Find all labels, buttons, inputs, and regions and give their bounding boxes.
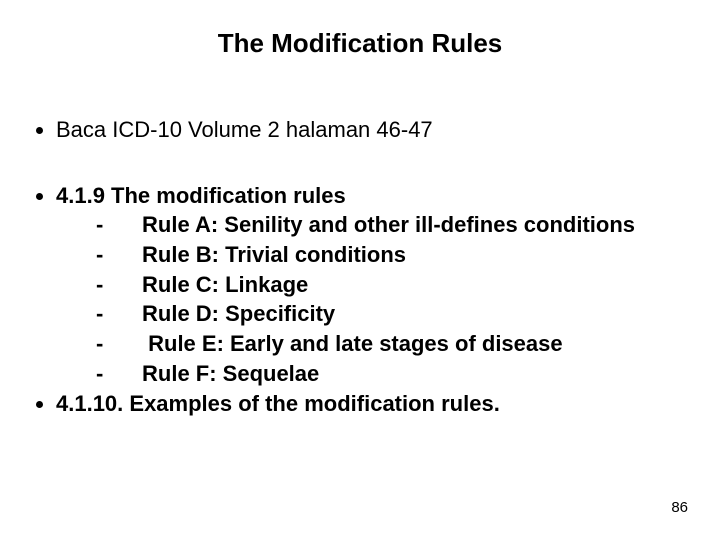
slide: The Modification Rules Baca ICD-10 Volum… — [0, 0, 720, 540]
rule-f-text: Rule F: Sequelae — [142, 361, 319, 386]
page-number: 86 — [671, 499, 688, 516]
bullet-list: Baca ICD-10 Volume 2 halaman 46-47 — [36, 115, 684, 145]
rule-e: - Rule E: Early and late stages of disea… — [96, 329, 684, 359]
bullet-item-1: Baca ICD-10 Volume 2 halaman 46-47 — [56, 115, 684, 145]
bullet-list-2: 4.1.9 The modification rules -Rule A: Se… — [36, 181, 684, 419]
rule-b: -Rule B: Trivial conditions — [96, 240, 684, 270]
bullet-item-4110: 4.1.10. Examples of the modification rul… — [56, 389, 684, 419]
rule-c: -Rule C: Linkage — [96, 270, 684, 300]
rule-sublist: -Rule A: Senility and other ill-defines … — [56, 210, 684, 388]
rule-c-text: Rule C: Linkage — [142, 272, 308, 297]
rule-d-text: Rule D: Specificity — [142, 301, 335, 326]
bullet-item-419: 4.1.9 The modification rules -Rule A: Se… — [56, 181, 684, 389]
rule-a-text: Rule A: Senility and other ill-defines c… — [142, 212, 635, 237]
spacer — [36, 145, 684, 181]
rule-e-text: Rule E: Early and late stages of disease — [142, 331, 563, 356]
rule-a: -Rule A: Senility and other ill-defines … — [96, 210, 684, 240]
rule-f: -Rule F: Sequelae — [96, 359, 684, 389]
section-419-text: 4.1.9 The modification rules — [56, 183, 346, 208]
slide-title: The Modification Rules — [36, 28, 684, 59]
rule-d: -Rule D: Specificity — [96, 299, 684, 329]
rule-b-text: Rule B: Trivial conditions — [142, 242, 406, 267]
